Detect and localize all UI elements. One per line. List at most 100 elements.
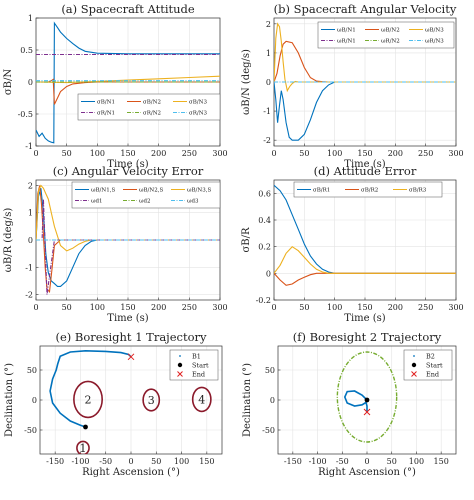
legend-label: ωR/N3: [425, 39, 444, 45]
x-tick-label: 0: [271, 303, 276, 312]
x-tick-label: 200: [151, 303, 166, 312]
legend-label: End: [426, 371, 439, 379]
y-tick-label: -1: [25, 263, 33, 272]
y-tick-label: 0: [28, 78, 33, 87]
x-tick-label: 200: [151, 149, 166, 158]
legend-label: B2: [426, 353, 435, 361]
plot-frame: [277, 345, 457, 455]
x-tick-label: 100: [327, 303, 342, 312]
x-axis-label: Right Ascension (°): [318, 467, 416, 478]
region-ellipse: [191, 386, 212, 413]
trajectory-line: [343, 390, 368, 412]
series-line: [36, 184, 220, 252]
y-tick-label: 1: [28, 14, 33, 23]
x-tick-label: -150: [46, 457, 64, 466]
x-tick-label: 150: [434, 457, 449, 466]
y-axis-label: ωB/N (deg/s): [241, 49, 252, 115]
region-label: 2: [85, 393, 92, 406]
region-label: 1: [79, 442, 86, 455]
x-tick-label: -50: [99, 457, 112, 466]
x-tick-label: 150: [357, 303, 372, 312]
legend-swatch: [413, 355, 415, 357]
chart-title: (c) Angular Velocity Error: [53, 164, 204, 178]
legend-box: [77, 93, 221, 121]
x-tick-label: 300: [212, 149, 227, 158]
y-axis-label: ωB/R (deg/s): [3, 208, 14, 273]
y-tick-label: 50: [27, 366, 37, 375]
y-tick-label: 0.4: [258, 216, 271, 225]
x-tick-label: 250: [182, 303, 197, 312]
legend-label: σB/N3: [189, 100, 207, 106]
legend-label: ωR/N2: [381, 39, 400, 45]
x-tick-label: 50: [387, 457, 397, 466]
y-tick-label: 50: [265, 366, 275, 375]
legend-swatch: [411, 362, 417, 368]
end-marker: [127, 353, 135, 361]
start-marker: [83, 424, 88, 430]
x-tick-label: -150: [284, 457, 302, 466]
y-tick-label: 0.2: [258, 243, 271, 252]
region-ellipse: [142, 388, 161, 412]
x-tick-label: -50: [336, 457, 349, 466]
x-tick-label: 150: [120, 303, 135, 312]
x-tick-label: 100: [174, 457, 189, 466]
x-tick-label: 200: [388, 149, 403, 158]
legend-label: ωd2: [139, 199, 151, 205]
region-ellipse: [76, 440, 90, 454]
x-axis-label: Time (s): [344, 159, 385, 170]
series-line: [36, 188, 220, 287]
x-tick-label: 50: [62, 149, 72, 158]
start-marker: [364, 397, 370, 403]
y-axis-label: Declination (°): [4, 363, 15, 437]
x-tick-label: 200: [388, 303, 403, 312]
legend-label: B1: [192, 353, 201, 361]
y-tick-label: -0.2: [256, 296, 271, 305]
x-tick-label: 300: [448, 149, 463, 158]
chart-2: 0 50 100 150 200 250 300 -2 -1 0 1 2 (c) Angular Vel…: [3, 164, 228, 324]
y-tick-label: 0: [266, 269, 271, 278]
x-tick-label: 100: [327, 149, 342, 158]
legend-label: ωB/N2: [381, 28, 400, 34]
legend-label: σB/R3: [409, 188, 427, 194]
legend-label: σB/N2: [143, 100, 161, 106]
series-line: [274, 81, 456, 141]
y-tick-label: 2: [266, 20, 271, 29]
legend-label: ωd1: [91, 199, 103, 205]
x-axis-label: Right Ascension (°): [82, 467, 180, 478]
x-tick-label: 0: [33, 149, 38, 158]
region-ellipse: [73, 380, 103, 419]
x-tick-label: 100: [409, 457, 424, 466]
y-axis-label: Declination (°): [242, 363, 253, 437]
x-tick-label: 150: [199, 457, 214, 466]
y-tick-label: -1: [263, 107, 271, 116]
x-tick-label: -100: [71, 457, 89, 466]
y-tick-label: -2: [263, 136, 271, 145]
y-tick-label: -50: [24, 426, 37, 435]
plot-frame: [273, 179, 457, 301]
x-tick-label: 0: [271, 149, 276, 158]
series-line: [274, 22, 456, 93]
chart-0: 0 50 100 150 200 250 300 -1 -0.5 0 0.5 1 (a) Spacecr…: [3, 2, 228, 170]
series-line: [36, 21, 220, 144]
x-tick-label: 50: [151, 457, 161, 466]
y-tick-label: 0.5: [20, 46, 33, 55]
y-tick-label: 0: [266, 78, 271, 87]
x-tick-label: 0: [128, 457, 133, 466]
x-tick-label: 0: [33, 303, 38, 312]
x-tick-label: -100: [309, 457, 327, 466]
y-tick-label: 1: [266, 49, 271, 58]
series-line: [36, 75, 220, 84]
plot-frame: [39, 345, 223, 455]
x-axis-label: Time (s): [107, 159, 148, 170]
x-axis-label: Time (s): [344, 313, 385, 324]
region-label: 3: [148, 394, 155, 407]
x-axis-label: Time (s): [107, 313, 148, 324]
legend-box: [317, 21, 455, 49]
y-axis-label: σB/R: [241, 227, 252, 253]
y-tick-label: 2: [28, 181, 33, 190]
legend-swatch: [177, 362, 183, 368]
chart-1: 0 50 100 150 200 250 300 -2 -1 0 1 2(b) Spacecraft …: [241, 2, 464, 170]
x-tick-label: 150: [120, 149, 135, 158]
boundary-ellipse: [336, 351, 398, 443]
